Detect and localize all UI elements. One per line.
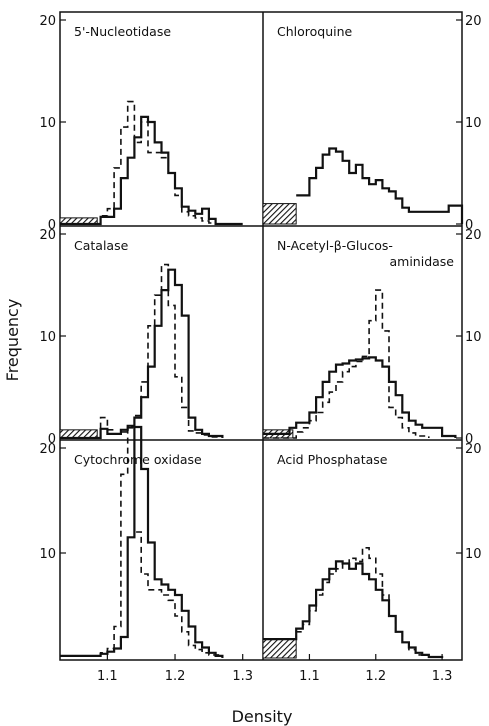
dashed-histogram-series: [60, 100, 236, 225]
x-tick-label: 1.2: [165, 669, 186, 684]
x-tick-label: 1.3: [232, 669, 253, 684]
x-tick-label: 1.3: [432, 669, 453, 684]
y-tick-label: 10: [465, 116, 482, 131]
y-tick-label: 0: [48, 432, 56, 447]
y-tick-label: 10: [39, 547, 56, 562]
dashed-histogram-series: [60, 263, 224, 439]
solid-histogram-series: [296, 147, 464, 224]
y-tick-label: 0: [465, 432, 473, 447]
solid-histogram-series: [60, 425, 224, 658]
panel-title: Cytochrome oxidase: [74, 452, 202, 467]
dashed-histogram-series: [263, 547, 430, 658]
x-axis-label: Density: [232, 707, 293, 726]
y-tick-label: 20: [39, 14, 56, 29]
y-tick-label: 10: [465, 547, 482, 562]
y-tick-label: 20: [39, 228, 56, 243]
panel-title: N-Acetyl-β-Glucos-: [277, 238, 393, 253]
y-tick-label: 10: [465, 330, 482, 345]
shaded-baseline-bar: [262, 638, 297, 659]
solid-histogram-series: [60, 115, 243, 226]
panels: 5'-Nucleotidase 0 10 20 Chloroquine 0 10 20 Cata…: [39, 11, 482, 684]
solid-histogram-series: [263, 356, 457, 438]
y-tick-label: 10: [39, 116, 56, 131]
shaded-baseline-bar: [262, 203, 297, 225]
y-tick-label: 0: [48, 218, 56, 233]
panel-title: Catalase: [74, 238, 129, 253]
solid-histogram-series: [60, 268, 224, 440]
y-axis-label: Frequency: [3, 299, 22, 382]
y-tick-label: 10: [39, 330, 56, 345]
shaded-baseline-bar: [59, 429, 98, 439]
figure-labels: Frequency Density: [3, 299, 292, 726]
panel-title: Chloroquine: [277, 24, 353, 39]
x-tick-label: 1.2: [365, 669, 386, 684]
y-tick-label: 20: [39, 442, 56, 457]
x-tick-label: 1.1: [299, 669, 320, 684]
panel-title-continuation: aminidase: [389, 254, 454, 269]
panel-title: 5'-Nucleotidase: [74, 24, 171, 39]
x-tick-label: 1.1: [97, 669, 118, 684]
y-tick-label: 20: [465, 442, 482, 457]
y-tick-label: 20: [465, 14, 482, 29]
panel-title: Acid Phosphatase: [277, 452, 388, 467]
y-tick-label: 0: [465, 218, 473, 233]
y-tick-label: 20: [465, 228, 482, 243]
